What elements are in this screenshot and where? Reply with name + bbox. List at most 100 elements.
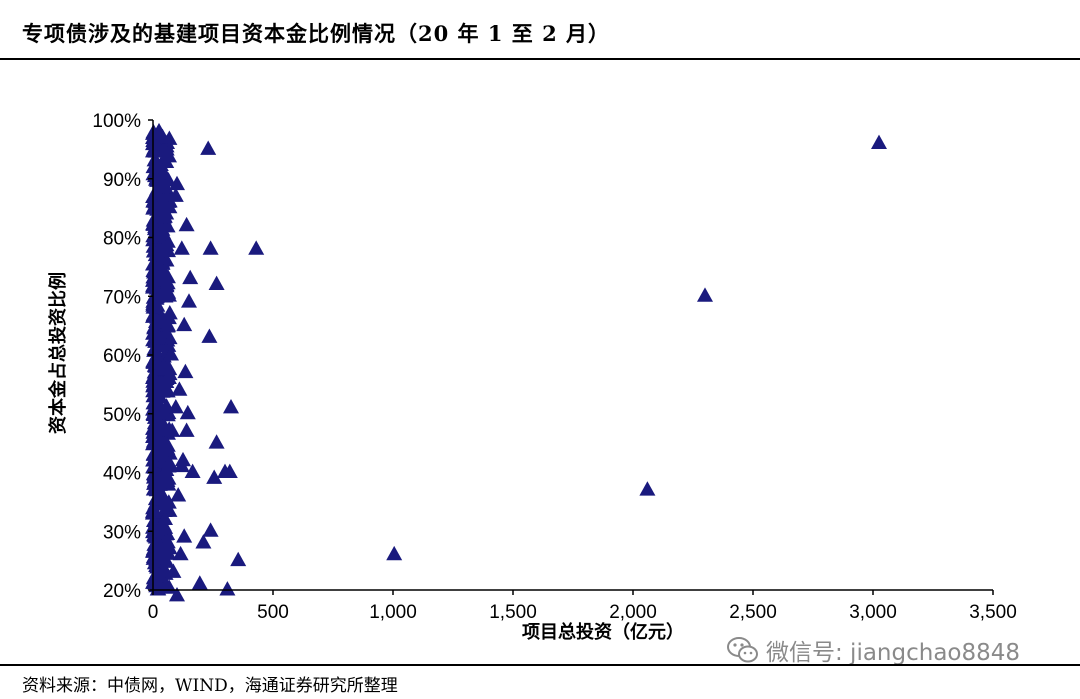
data-point xyxy=(184,463,201,478)
y-tick-label: 30% xyxy=(103,522,141,543)
data-point xyxy=(164,422,181,437)
data-point xyxy=(165,563,182,578)
cluster-point xyxy=(159,382,176,398)
cluster-point xyxy=(159,369,176,384)
x-tick-label: 2,000 xyxy=(609,602,657,623)
x-tick-label: 3,000 xyxy=(849,602,897,623)
x-tick-label: 1,500 xyxy=(489,602,537,623)
data-point xyxy=(248,240,265,255)
cluster-point xyxy=(160,284,177,299)
data-point xyxy=(173,240,190,255)
data-point xyxy=(181,293,197,308)
data-point xyxy=(151,122,167,138)
scatter-chart: 0 500 1,000 1,500 2,000 2,500 3,000 3,500 20% 30… xyxy=(47,111,1017,643)
y-tick-label: 100% xyxy=(92,111,141,132)
cluster-point xyxy=(160,337,177,352)
wechat-icon xyxy=(727,637,758,663)
cluster-point xyxy=(153,253,170,268)
data-point xyxy=(230,551,247,567)
data-point xyxy=(176,528,193,543)
data-point xyxy=(202,522,219,537)
y-tick-label: 80% xyxy=(103,229,141,250)
data-point xyxy=(639,481,656,496)
chart-title: 专项债涉及的基建项目资本金比例情况（20 年 1 至 2 月） xyxy=(22,21,611,46)
x-tick-label: 0 xyxy=(148,602,159,623)
cluster-point xyxy=(150,241,167,256)
data-point xyxy=(223,398,239,414)
cluster-point xyxy=(152,447,169,462)
x-tick-label: 1,000 xyxy=(369,602,417,623)
data-point xyxy=(178,422,195,437)
cluster-point xyxy=(146,503,163,519)
cluster-point xyxy=(156,404,173,420)
data-point xyxy=(386,545,403,561)
y-tick-label: 40% xyxy=(103,464,141,485)
data-point xyxy=(169,175,185,191)
data-point xyxy=(170,487,187,502)
cluster-point xyxy=(161,445,178,460)
data-point xyxy=(171,381,188,396)
data-point xyxy=(208,434,225,449)
data-point xyxy=(191,575,208,590)
data-point xyxy=(167,398,184,414)
cluster-point xyxy=(158,461,175,476)
y-tick-label: 50% xyxy=(103,405,141,426)
data-point xyxy=(169,586,185,602)
data-point xyxy=(177,363,194,379)
y-tick-label: 70% xyxy=(103,287,141,308)
data-point xyxy=(158,205,175,220)
points-layer xyxy=(148,122,887,602)
x-axis-label: 项目总投资（亿元） xyxy=(522,621,684,643)
data-point xyxy=(206,469,223,484)
data-point xyxy=(217,463,233,478)
y-tick-label: 60% xyxy=(103,346,141,367)
cluster-point xyxy=(148,158,165,174)
cluster-point xyxy=(147,490,164,506)
data-point xyxy=(161,304,178,320)
y-axis-ticks: 20% 30% 40% 50% 60% 70% 80% 90% 100% xyxy=(92,111,153,602)
cluster-point xyxy=(153,225,170,241)
data-point xyxy=(175,451,191,467)
y-tick-label: 90% xyxy=(103,170,141,191)
x-tick-label: 3,500 xyxy=(969,602,1017,623)
data-point xyxy=(202,240,219,255)
x-tick-label: 2,500 xyxy=(729,602,777,623)
cluster-point xyxy=(146,369,163,384)
data-point xyxy=(173,457,190,473)
watermark-text: 微信号: jiangchao8848 xyxy=(766,640,1021,666)
data-point xyxy=(208,275,225,290)
cluster-point xyxy=(147,397,164,412)
cluster-point xyxy=(160,317,177,332)
cluster-point xyxy=(154,163,171,178)
data-point xyxy=(172,545,189,561)
data-point xyxy=(182,269,199,285)
watermark: 微信号: jiangchao8848 xyxy=(726,632,1020,668)
data-point xyxy=(163,346,179,361)
data-point xyxy=(155,263,172,279)
cluster-point xyxy=(159,533,176,549)
data-point xyxy=(149,328,166,343)
data-point xyxy=(179,404,196,420)
cluster-point xyxy=(158,553,175,568)
cluster-point xyxy=(152,568,169,583)
data-point xyxy=(195,534,212,549)
data-point xyxy=(219,581,236,596)
data-point xyxy=(157,510,173,525)
data-point xyxy=(176,316,193,332)
cluster-point xyxy=(159,472,176,487)
source-divider xyxy=(0,664,1080,666)
source-note: 资料来源：中债网，WIND，海通证券研究所整理 xyxy=(22,676,398,696)
data-point xyxy=(159,146,176,161)
data-point xyxy=(167,187,184,202)
cluster-point xyxy=(160,494,177,509)
y-tick-label: 20% xyxy=(103,581,141,602)
cluster-point xyxy=(146,409,163,424)
data-point xyxy=(697,287,713,302)
data-point xyxy=(153,375,170,390)
x-axis-ticks: 0 500 1,000 1,500 2,000 2,500 3,000 3,500 xyxy=(148,590,1017,623)
cluster-point xyxy=(150,429,167,445)
data-point xyxy=(152,440,169,455)
data-point xyxy=(201,328,218,343)
data-point xyxy=(178,216,195,232)
data-point xyxy=(200,140,217,155)
